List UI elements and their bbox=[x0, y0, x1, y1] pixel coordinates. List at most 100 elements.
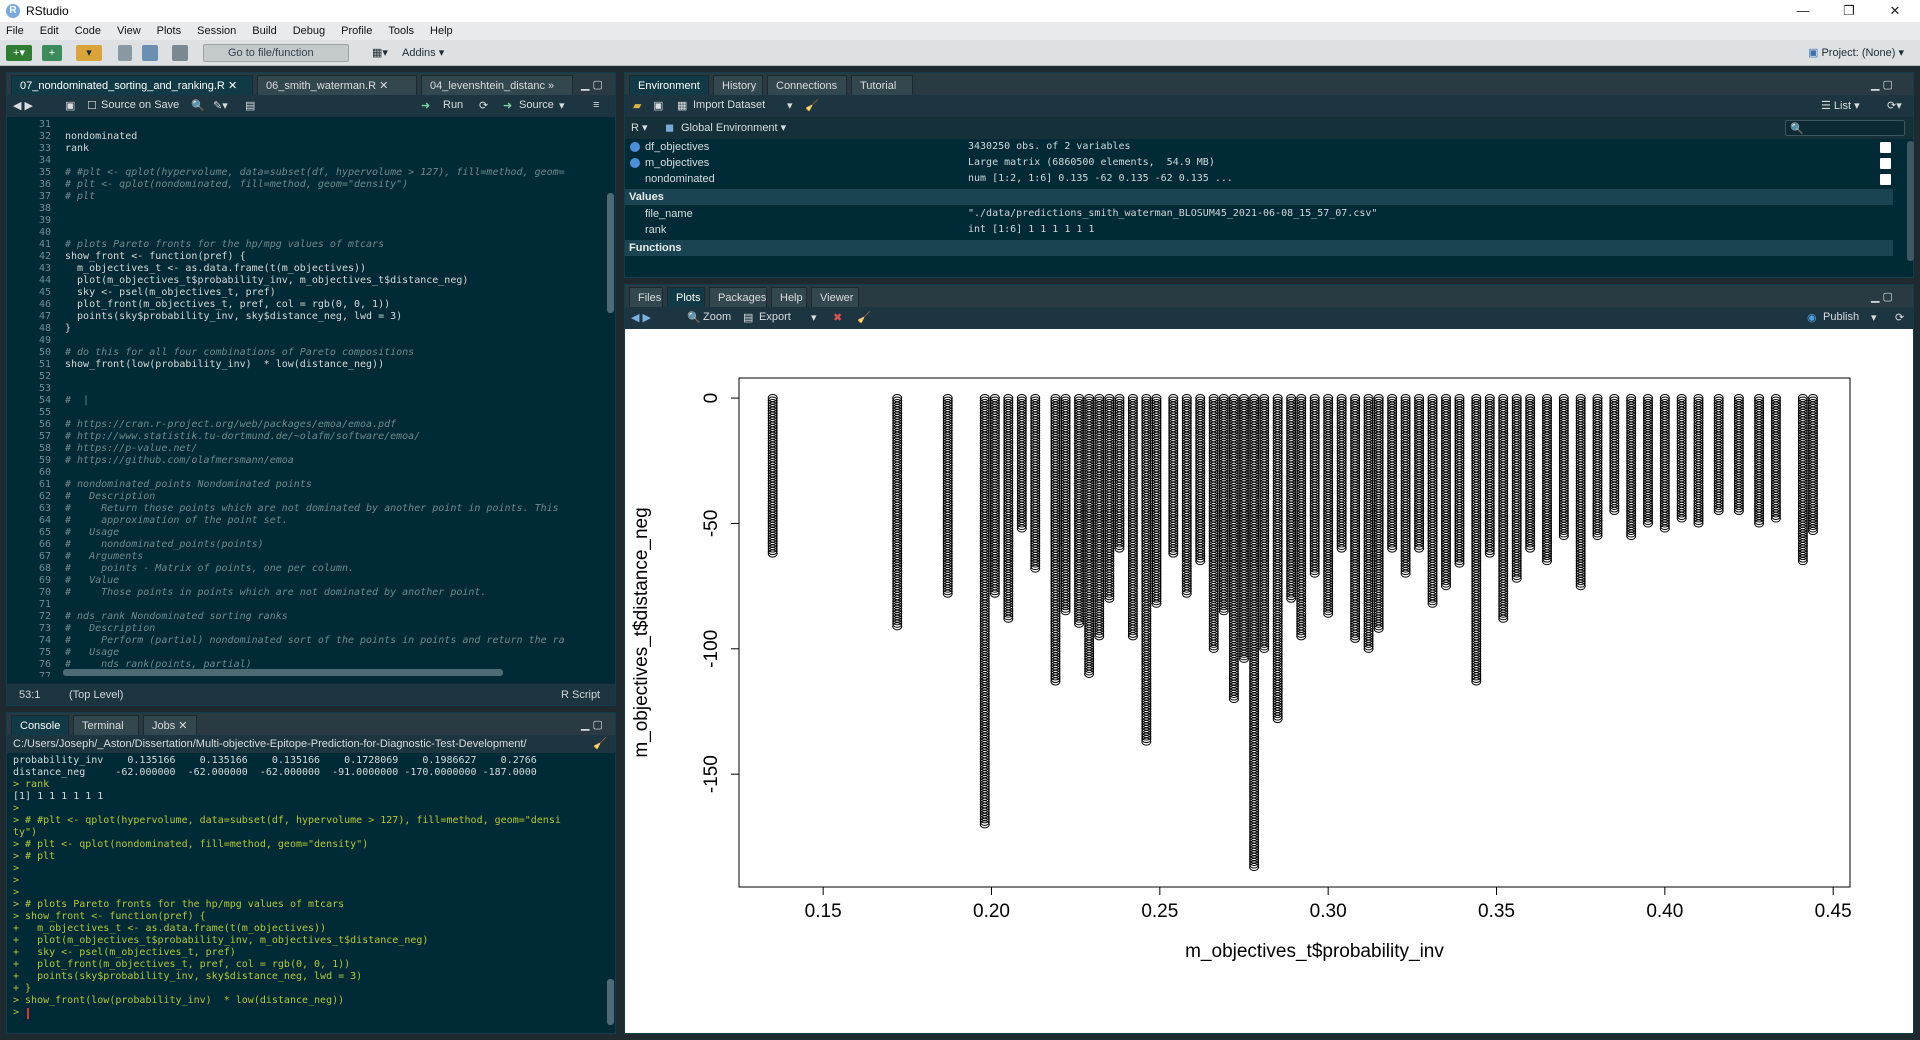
tab-terminal[interactable]: Terminal ✕ bbox=[73, 715, 139, 752]
publish-button[interactable]: Publish bbox=[1823, 311, 1860, 323]
console-output[interactable]: probability_inv 0.135166 0.135166 0.1351… bbox=[7, 753, 605, 1033]
language-selector[interactable]: R ▾ bbox=[631, 122, 648, 134]
minimize-button[interactable]: — bbox=[1796, 3, 1810, 18]
tab-tutorial[interactable]: Tutorial bbox=[851, 75, 913, 95]
source-dropdown-icon[interactable]: ▾ bbox=[559, 100, 565, 112]
source-button[interactable]: Source bbox=[519, 99, 554, 111]
export-dropdown-icon[interactable]: ▾ bbox=[811, 312, 817, 324]
run-icon[interactable]: ➜ bbox=[421, 100, 431, 112]
clear-workspace-icon[interactable]: 🧹 bbox=[805, 100, 819, 112]
previous-plot-icon[interactable]: ◀ ▶ bbox=[631, 312, 651, 324]
publish-dropdown-icon[interactable]: ▾ bbox=[1871, 312, 1877, 324]
back-arrow-icon[interactable]: ◀ ▶ bbox=[13, 100, 33, 112]
run-button[interactable]: Run bbox=[443, 99, 464, 111]
menu-file[interactable]: File bbox=[6, 25, 24, 37]
working-directory[interactable]: C:/Users/Joseph/_Aston/Dissertation/Mult… bbox=[13, 738, 527, 750]
scope-selector[interactable]: Global Environment ▾ bbox=[681, 122, 787, 134]
expand-icon[interactable] bbox=[630, 142, 640, 152]
menu-session[interactable]: Session bbox=[197, 25, 237, 37]
zoom-button[interactable]: Zoom bbox=[703, 311, 732, 323]
outline-icon[interactable]: ≡ bbox=[593, 99, 600, 111]
tab-levenshtein[interactable]: 04_levenshtein_distanc » bbox=[421, 75, 573, 95]
tab-environment[interactable]: Environment bbox=[629, 75, 709, 95]
maximize-button[interactable]: ❐ bbox=[1843, 3, 1855, 18]
menu-tools[interactable]: Tools bbox=[388, 25, 415, 37]
publish-icon[interactable]: ◉ bbox=[1807, 312, 1817, 324]
menu-plots[interactable]: Plots bbox=[156, 25, 182, 37]
zoom-icon[interactable]: 🔍 bbox=[687, 312, 701, 324]
refresh-plot-icon[interactable]: ⟳ bbox=[1895, 312, 1905, 324]
source-icon[interactable]: ➜ bbox=[503, 100, 513, 112]
minimize-pane-icon[interactable]: ▁ ▢ bbox=[1871, 291, 1893, 303]
export-button[interactable]: Export bbox=[759, 311, 791, 323]
import-dropdown-icon[interactable]: ▾ bbox=[787, 100, 793, 112]
menu-code[interactable]: Code bbox=[74, 25, 101, 37]
editor-vscrollbar[interactable] bbox=[607, 193, 614, 313]
view-data-icon[interactable] bbox=[1880, 142, 1891, 153]
expand-icon[interactable] bbox=[630, 158, 640, 168]
env-row[interactable]: df_objectives 3430250 obs. of 2 variable… bbox=[625, 139, 1903, 155]
menu-debug[interactable]: Debug bbox=[292, 25, 326, 37]
view-data-icon[interactable] bbox=[1880, 158, 1891, 169]
env-row[interactable]: file_name "./data/predictions_smith_wate… bbox=[625, 206, 1903, 222]
view-data-icon[interactable] bbox=[1880, 174, 1891, 185]
open-file-icon[interactable]: ▾ bbox=[76, 45, 102, 61]
menu-profile[interactable]: Profile bbox=[341, 25, 373, 37]
menu-build[interactable]: Build bbox=[252, 25, 277, 37]
save-all-icon[interactable] bbox=[142, 45, 158, 61]
close-tab-icon[interactable]: ✕ bbox=[379, 80, 389, 92]
grid-layout-icon[interactable]: ▦▾ bbox=[372, 47, 388, 59]
menu-help[interactable]: Help bbox=[430, 25, 453, 37]
editor-hscrollbar[interactable] bbox=[63, 669, 503, 676]
code-tools-icon[interactable]: ✎▾ bbox=[213, 100, 228, 112]
tab-jobs[interactable]: Jobs ✕ bbox=[143, 715, 197, 735]
tab-help[interactable]: Help bbox=[771, 287, 807, 307]
menu-view[interactable]: View bbox=[117, 25, 141, 37]
file-type-indicator[interactable]: R Script bbox=[561, 689, 601, 701]
minimize-pane-icon[interactable]: ▁ ▢ bbox=[1871, 79, 1893, 91]
tab-connections[interactable]: Connections bbox=[767, 75, 847, 95]
compile-report-icon[interactable]: ▤ bbox=[245, 100, 256, 112]
print-icon[interactable] bbox=[172, 45, 188, 61]
tab-files[interactable]: Files bbox=[629, 287, 663, 307]
new-file-icon[interactable]: +▾ bbox=[6, 45, 32, 61]
remove-plot-icon[interactable]: ✖ bbox=[833, 312, 843, 324]
list-view-button[interactable]: ☰ List ▾ bbox=[1821, 100, 1860, 112]
clear-console-icon[interactable]: 🧹 bbox=[593, 738, 607, 750]
console-vscrollbar[interactable] bbox=[607, 979, 614, 1025]
menu-edit[interactable]: Edit bbox=[39, 25, 59, 37]
code-editor[interactable]: 31 32 nondominated 33 rank 34 35 # #plt <- qplo… bbox=[7, 117, 607, 677]
env-row[interactable]: rank int [1:6] 1 1 1 1 1 1 bbox=[625, 222, 1903, 238]
tab-history[interactable]: History bbox=[713, 75, 763, 95]
search-icon[interactable]: 🔍 bbox=[191, 100, 205, 112]
tab-viewer[interactable]: Viewer bbox=[811, 287, 859, 307]
addins-button[interactable]: Addins ▾ bbox=[402, 47, 445, 59]
minimize-pane-icon[interactable]: ▁ ▢ bbox=[581, 79, 603, 91]
environment-search-input[interactable]: 🔍 bbox=[1785, 120, 1905, 136]
environment-scrollbar[interactable] bbox=[1907, 141, 1914, 261]
save-workspace-icon[interactable]: ▣ bbox=[653, 100, 664, 112]
close-tab-icon[interactable]: ✕ bbox=[227, 80, 238, 92]
tab-nondominated-sorting[interactable]: 07_nondominated_sorting_and_ranking.R ✕ bbox=[11, 75, 253, 95]
close-button[interactable]: ✕ bbox=[1889, 3, 1901, 18]
import-dataset-icon[interactable]: ▦ bbox=[677, 100, 688, 112]
env-row[interactable]: m_objectives Large matrix (6860500 eleme… bbox=[625, 155, 1903, 171]
export-icon[interactable]: ▤ bbox=[743, 312, 754, 324]
clear-plots-icon[interactable]: 🧹 bbox=[857, 312, 871, 324]
show-in-window-icon[interactable]: ▣ bbox=[65, 100, 76, 112]
load-workspace-icon[interactable]: ▰ bbox=[633, 100, 642, 112]
go-to-file-input[interactable]: Go to file/function bbox=[203, 44, 349, 62]
tab-console[interactable]: Console bbox=[11, 715, 69, 735]
save-icon[interactable] bbox=[118, 45, 132, 61]
tab-plots[interactable]: Plots bbox=[667, 287, 705, 307]
source-on-save-checkbox[interactable]: ☐ bbox=[87, 100, 97, 112]
scope-indicator[interactable]: (Top Level) bbox=[69, 689, 124, 701]
refresh-icon[interactable]: ⟳▾ bbox=[1887, 100, 1902, 112]
env-row[interactable]: nondominated num [1:2, 1:6] 0.135 -62 0.… bbox=[625, 171, 1903, 187]
import-dataset-button[interactable]: Import Dataset bbox=[693, 99, 766, 111]
new-project-icon[interactable]: + bbox=[42, 45, 62, 61]
tab-smith-waterman[interactable]: 06_smith_waterman.R ✕ bbox=[257, 75, 417, 95]
minimize-pane-icon[interactable]: ▁ ▢ bbox=[581, 719, 603, 731]
tab-packages[interactable]: Packages bbox=[709, 287, 767, 307]
project-menu[interactable]: ▣ Project: (None) ▾ bbox=[1808, 47, 1905, 59]
